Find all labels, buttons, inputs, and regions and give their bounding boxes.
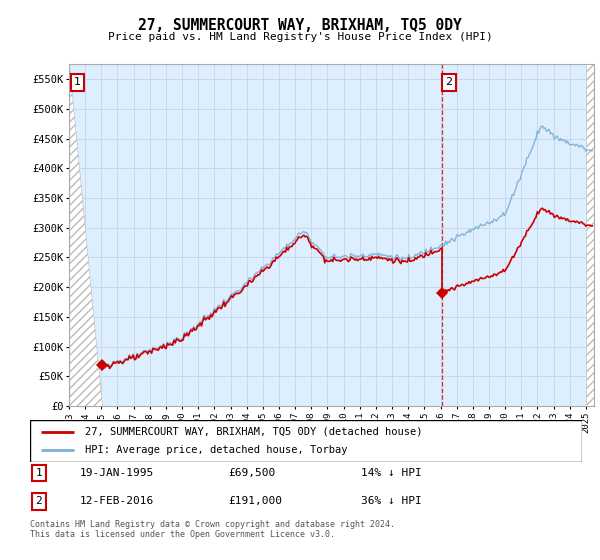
FancyBboxPatch shape [30,420,582,462]
Text: 14% ↓ HPI: 14% ↓ HPI [361,468,422,478]
Text: £69,500: £69,500 [229,468,276,478]
Text: 36% ↓ HPI: 36% ↓ HPI [361,496,422,506]
Text: £191,000: £191,000 [229,496,283,506]
Text: Price paid vs. HM Land Registry's House Price Index (HPI): Price paid vs. HM Land Registry's House … [107,32,493,43]
Text: 19-JAN-1995: 19-JAN-1995 [80,468,154,478]
Text: Contains HM Land Registry data © Crown copyright and database right 2024.
This d: Contains HM Land Registry data © Crown c… [30,520,395,539]
Text: HPI: Average price, detached house, Torbay: HPI: Average price, detached house, Torb… [85,445,348,455]
Text: 2: 2 [35,496,42,506]
Text: 1: 1 [35,468,42,478]
Text: 27, SUMMERCOURT WAY, BRIXHAM, TQ5 0DY (detached house): 27, SUMMERCOURT WAY, BRIXHAM, TQ5 0DY (d… [85,427,422,437]
Text: 12-FEB-2016: 12-FEB-2016 [80,496,154,506]
Polygon shape [69,64,102,406]
Text: 2: 2 [445,77,452,87]
Polygon shape [586,64,594,406]
Text: 1: 1 [74,77,81,87]
Text: 27, SUMMERCOURT WAY, BRIXHAM, TQ5 0DY: 27, SUMMERCOURT WAY, BRIXHAM, TQ5 0DY [138,18,462,33]
